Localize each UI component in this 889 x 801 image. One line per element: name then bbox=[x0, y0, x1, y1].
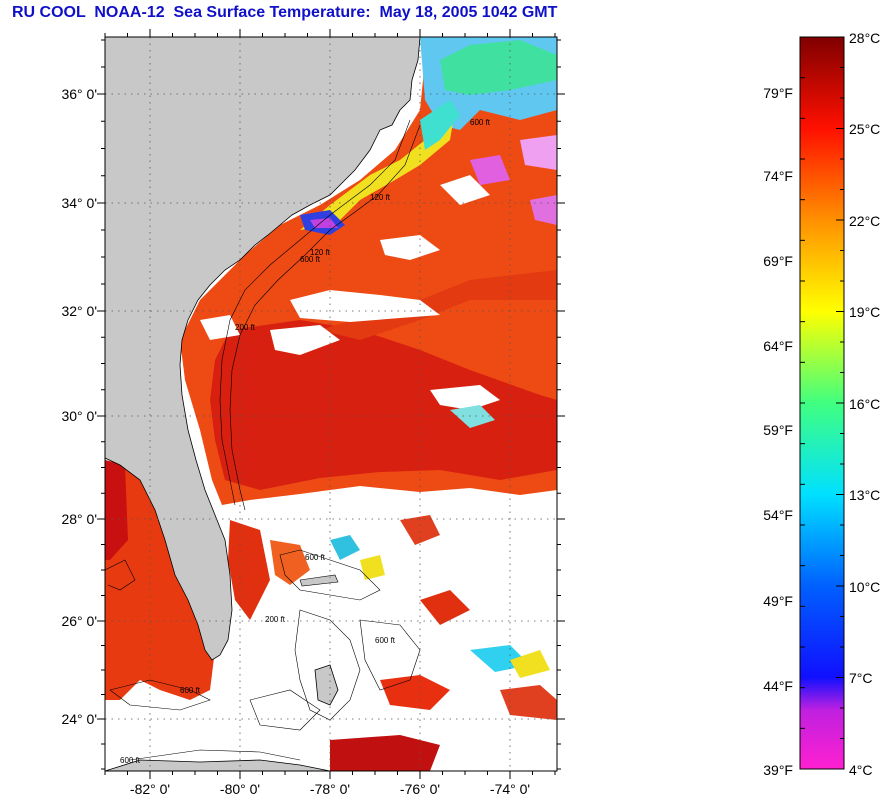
celsius-label: 19°C bbox=[849, 304, 880, 320]
sst-patch bbox=[420, 590, 470, 625]
fahrenheit-label: 59°F bbox=[763, 422, 793, 438]
sst-patch bbox=[510, 650, 550, 678]
depth-contours bbox=[105, 119, 421, 761]
contour-label: 600 ft bbox=[305, 553, 326, 562]
contour-label: 600 ft bbox=[470, 118, 491, 127]
lon-label: -74° 0' bbox=[490, 781, 530, 797]
cold-water-patch bbox=[440, 40, 557, 95]
celsius-label: 10°C bbox=[849, 579, 880, 595]
map-frame bbox=[104, 36, 558, 772]
cloud-streak bbox=[290, 290, 440, 322]
lat-label: 24° 0' bbox=[61, 711, 97, 727]
cloud-edge bbox=[450, 405, 495, 428]
sst-map: 120 ft 600 ft 120 ft 200 ft 600 ft 200 f… bbox=[105, 37, 557, 771]
celsius-label: 25°C bbox=[849, 121, 880, 137]
florida-current bbox=[228, 520, 270, 620]
contour-label: 600 ft bbox=[180, 686, 201, 695]
shelf-cool-water bbox=[300, 110, 455, 230]
cloud-streak bbox=[380, 235, 440, 260]
sst-patch bbox=[500, 685, 557, 720]
fahrenheit-label: 44°F bbox=[763, 678, 793, 694]
gulf-warm-core bbox=[105, 460, 128, 560]
celsius-label: 13°C bbox=[849, 487, 880, 503]
lon-label: -82° 0' bbox=[130, 781, 170, 797]
lat-label: 36° 0' bbox=[61, 86, 97, 102]
fahrenheit-label: 74°F bbox=[763, 168, 793, 184]
celsius-label: 7°C bbox=[849, 670, 873, 686]
contour-label: 120 ft bbox=[370, 193, 391, 202]
contour-labels: 120 ft 600 ft 120 ft 200 ft 600 ft 200 f… bbox=[120, 118, 491, 765]
fahrenheit-label: 49°F bbox=[763, 593, 793, 609]
sst-patch bbox=[270, 540, 310, 585]
celsius-label: 4°C bbox=[849, 762, 873, 778]
celsius-label: 28°C bbox=[849, 30, 880, 46]
cloud-streak bbox=[430, 385, 500, 410]
lat-label: 32° 0' bbox=[61, 303, 97, 319]
land-bahamas bbox=[299, 574, 339, 587]
celsius-labels: 28°C 25°C 22°C 19°C 16°C 13°C 10°C 7°C 4… bbox=[849, 30, 880, 778]
lon-label: -78° 0' bbox=[310, 781, 350, 797]
longitude-labels: -82° 0' -80° 0' -78° 0' -76° 0' -74° 0' bbox=[130, 781, 530, 797]
gulf-of-mexico-sst bbox=[105, 460, 215, 700]
latitude-labels: 36° 0' 34° 0' 32° 0' 30° 0' 28° 0' 26° 0… bbox=[61, 86, 97, 727]
graticule bbox=[105, 37, 557, 771]
gulf-stream bbox=[210, 320, 557, 490]
lat-label: 26° 0' bbox=[61, 613, 97, 629]
fahrenheit-label: 39°F bbox=[763, 762, 793, 778]
contour-label: 600 ft bbox=[120, 756, 141, 765]
contour-label: 200 ft bbox=[265, 615, 286, 624]
contour-label: 120 ft bbox=[310, 248, 331, 257]
lat-label: 28° 0' bbox=[61, 511, 97, 527]
ocean-band bbox=[320, 270, 557, 340]
sst-patch bbox=[330, 735, 440, 771]
land-cuba bbox=[105, 759, 331, 771]
fahrenheit-label: 79°F bbox=[763, 85, 793, 101]
fahrenheit-label: 69°F bbox=[763, 253, 793, 269]
cold-water-patch bbox=[470, 155, 510, 185]
axis-ticks bbox=[97, 29, 565, 779]
fahrenheit-labels: 79°F 74°F 69°F 64°F 59°F 54°F 49°F 44°F … bbox=[763, 85, 793, 778]
shelf-cold-patch bbox=[420, 100, 460, 150]
contour-label: 600 ft bbox=[300, 255, 321, 264]
sst-patch bbox=[380, 675, 450, 710]
cloud-streak bbox=[440, 175, 490, 205]
color-scale-bar: 28°C 25°C 22°C 19°C 16°C 13°C 10°C 7°C 4… bbox=[763, 30, 880, 778]
celsius-label: 16°C bbox=[849, 396, 880, 412]
fahrenheit-label: 64°F bbox=[763, 338, 793, 354]
contour-label: 200 ft bbox=[235, 323, 256, 332]
land-us-east-coast bbox=[105, 37, 421, 661]
map-title: RU COOL NOAA-12 Sea Surface Temperature:… bbox=[12, 4, 558, 21]
lon-label: -76° 0' bbox=[400, 781, 440, 797]
sst-patch bbox=[330, 535, 360, 560]
fahrenheit-label: 54°F bbox=[763, 507, 793, 523]
lat-label: 30° 0' bbox=[61, 408, 97, 424]
contour-label: 600 ft bbox=[375, 636, 396, 645]
sst-patch bbox=[400, 515, 440, 545]
lat-label: 34° 0' bbox=[61, 195, 97, 211]
land-bahamas bbox=[314, 664, 339, 706]
lon-label: -80° 0' bbox=[220, 781, 260, 797]
cloud-streak bbox=[270, 325, 340, 355]
cold-water-patch bbox=[520, 135, 557, 170]
colorbar-ticks bbox=[800, 36, 844, 770]
cold-water-patch bbox=[530, 195, 557, 225]
celsius-label: 22°C bbox=[849, 213, 880, 229]
sst-patch bbox=[360, 555, 385, 580]
